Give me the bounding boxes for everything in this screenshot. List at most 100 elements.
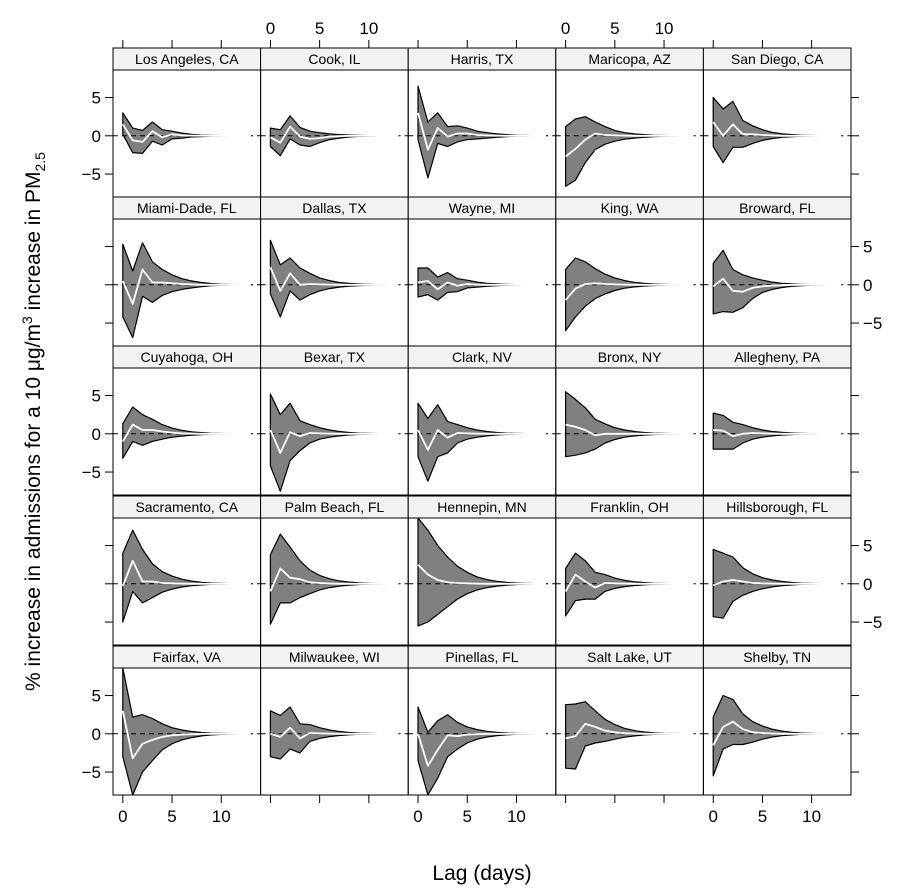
strip-label-bexar-tx: Bexar, TX: [304, 349, 366, 365]
estimate-line-king-wa: [564, 282, 694, 301]
strip-label-maricopa-az: Maricopa, AZ: [588, 51, 671, 67]
confidence-band-bexar-tx: [269, 393, 399, 492]
x-axis-title: Lag (days): [432, 862, 531, 885]
strip-label-wayne-mi: Wayne, MI: [449, 200, 515, 216]
strip-label-cook-il: Cook, IL: [308, 51, 360, 67]
y-axis-title-middle: increase in PM: [22, 172, 45, 317]
estimate-line-cuyahoga-oh: [122, 423, 251, 442]
confidence-band-los-angeles-ca: [122, 112, 252, 154]
confidence-band-bronx-ny: [565, 391, 695, 458]
panel-frame-shelby-tn: [702, 667, 852, 796]
x-tick-label-fairfax-va-10: 10: [212, 807, 231, 826]
y-tick-label-los-angeles-ca--5: −5: [82, 165, 101, 184]
y-tick-label-fairfax-va-0: 0: [92, 725, 101, 744]
confidence-band-hennepin-mn: [417, 517, 547, 627]
estimate-line-fairfax-va: [121, 710, 251, 760]
strip-label-clark-nv: Clark, NV: [452, 349, 513, 365]
strip-label-harris-tx: Harris, TX: [451, 51, 514, 67]
estimate-line-broward-fl: [712, 277, 842, 293]
confidence-band-broward-fl: [712, 249, 842, 315]
y-tick-label-cuyahoga-oh-0: 0: [92, 425, 101, 444]
y-tick-right-label-hillsborough-fl-5: 5: [863, 537, 872, 556]
strip-label-shelby-tn: Shelby, TN: [743, 649, 811, 665]
estimate-line-cook-il: [269, 125, 399, 144]
confidence-band-sacramento-ca: [122, 529, 252, 623]
x-tick-top-label-maricopa-az-0: 0: [561, 19, 570, 38]
confidence-band-dallas-tx: [269, 239, 399, 318]
x-tick-label-fairfax-va-5: 5: [167, 807, 176, 826]
x-tick-top-label-maricopa-az-10: 10: [655, 19, 674, 38]
estimate-line-bronx-ny: [565, 423, 694, 437]
estimate-line-shelby-tn: [712, 720, 842, 746]
estimate-line-sacramento-ca: [121, 559, 251, 587]
estimate-line-palm-beach-fl: [269, 567, 399, 592]
estimate-line-maricopa-az: [565, 132, 694, 158]
x-tick-label-pinellas-fl-5: 5: [463, 807, 472, 826]
confidence-band-salt-lake-ut: [565, 701, 695, 770]
y-axis-title: % increase in admissions for a 10 μg/m3 …: [19, 152, 48, 691]
strip-label-palm-beach-fl: Palm Beach, FL: [285, 499, 385, 515]
estimate-line-hennepin-mn: [417, 564, 546, 585]
x-tick-top-label-cook-il-0: 0: [266, 19, 275, 38]
y-tick-label-los-angeles-ca-5: 5: [92, 89, 101, 108]
strip-label-hillsborough-fl: Hillsborough, FL: [726, 499, 828, 515]
confidence-band-miami-dade-fl: [122, 242, 252, 339]
y-tick-label-fairfax-va--5: −5: [82, 763, 101, 782]
strip-label-sacramento-ca: Sacramento, CA: [135, 499, 238, 515]
estimate-line-salt-lake-ut: [565, 722, 694, 740]
strip-label-milwaukee-wi: Milwaukee, WI: [289, 649, 380, 665]
estimate-line-pinellas-fl: [417, 732, 546, 767]
estimate-line-bexar-tx: [269, 429, 399, 454]
x-tick-label-pinellas-fl-10: 10: [507, 807, 526, 826]
x-tick-label-pinellas-fl-0: 0: [413, 807, 422, 826]
y-axis-title-subscript: 2.5: [32, 152, 48, 172]
y-tick-right-label-broward-fl-5: 5: [863, 238, 872, 257]
y-tick-label-cuyahoga-oh--5: −5: [82, 463, 101, 482]
y-tick-right-label-broward-fl-0: 0: [863, 276, 872, 295]
y-tick-label-fairfax-va-5: 5: [92, 687, 101, 706]
y-tick-right-label-hillsborough-fl--5: −5: [863, 613, 882, 632]
strip-label-san-diego-ca: San Diego, CA: [731, 51, 824, 67]
confidence-band-king-wa: [565, 257, 695, 332]
estimate-line-milwaukee-wi: [270, 726, 399, 740]
estimate-line-hillsborough-fl: [712, 579, 842, 587]
confidence-band-san-diego-ca: [712, 96, 842, 164]
estimate-line-san-diego-ca: [712, 121, 842, 137]
strip-label-allegheny-pa: Allegheny, PA: [734, 349, 821, 365]
strip-label-pinellas-fl: Pinellas, FL: [445, 649, 518, 665]
strip-label-hennepin-mn: Hennepin, MN: [437, 499, 527, 515]
confidence-band-clark-nv: [417, 402, 547, 482]
strip-label-broward-fl: Broward, FL: [739, 200, 815, 216]
panel-frame-hillsborough-fl: [702, 517, 852, 646]
x-tick-top-label-cook-il-10: 10: [359, 19, 378, 38]
estimate-line-wayne-mi: [417, 280, 546, 291]
strip-label-miami-dade-fl: Miami-Dade, FL: [137, 200, 237, 216]
estimate-line-miami-dade-fl: [121, 268, 251, 305]
x-tick-label-shelby-tn-10: 10: [802, 807, 821, 826]
y-tick-right-label-broward-fl--5: −5: [863, 314, 882, 333]
strip-label-los-angeles-ca: Los Angeles, CA: [135, 51, 239, 67]
estimate-line-allegheny-pa: [713, 429, 842, 438]
estimate-line-franklin-oh: [564, 573, 694, 592]
confidence-band-fairfax-va: [122, 667, 252, 796]
strip-label-fairfax-va: Fairfax, VA: [153, 649, 222, 665]
y-tick-label-los-angeles-ca-0: 0: [92, 127, 101, 146]
confidence-band-shelby-tn: [712, 694, 842, 777]
strip-label-king-wa: King, WA: [601, 200, 659, 216]
x-tick-top-label-cook-il-5: 5: [315, 19, 324, 38]
x-tick-label-fairfax-va-0: 0: [118, 807, 127, 826]
strip-label-cuyahoga-oh: Cuyahoga, OH: [140, 349, 233, 365]
strip-label-bronx-ny: Bronx, NY: [598, 349, 662, 365]
estimate-line-los-angeles-ca: [122, 123, 251, 143]
y-tick-label-cuyahoga-oh-5: 5: [92, 387, 101, 406]
confidence-band-palm-beach-fl: [269, 533, 399, 625]
x-tick-label-shelby-tn-0: 0: [709, 807, 718, 826]
y-axis-title-main: % increase in admissions for a 10 μg/m: [22, 324, 45, 691]
confidence-band-maricopa-az: [565, 116, 695, 187]
confidence-band-allegheny-pa: [712, 412, 842, 450]
x-tick-top-label-maricopa-az-5: 5: [610, 19, 619, 38]
x-tick-label-shelby-tn-5: 5: [758, 807, 767, 826]
confidence-band-harris-tx: [417, 85, 547, 179]
